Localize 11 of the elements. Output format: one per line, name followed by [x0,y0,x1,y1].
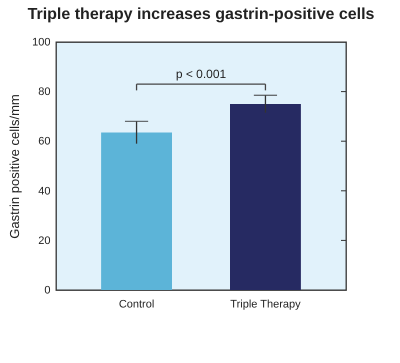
y-tick-label: 100 [32,36,50,48]
y-axis-title: Gastrin positive cells/mm [7,94,22,239]
y-tick-label: 60 [38,136,50,148]
x-tick-label: Control [118,298,154,310]
x-tick-label: Triple Therapy [230,298,302,310]
y-tick-label: 40 [38,185,50,198]
annotation: p < 0.001 [176,67,227,82]
y-tick-label: 20 [38,234,50,247]
y-tick-label: 80 [38,86,50,98]
chart-title: Triple therapy increases gastrin-positive cells [28,6,375,23]
y-tick-label: 0 [44,284,50,296]
